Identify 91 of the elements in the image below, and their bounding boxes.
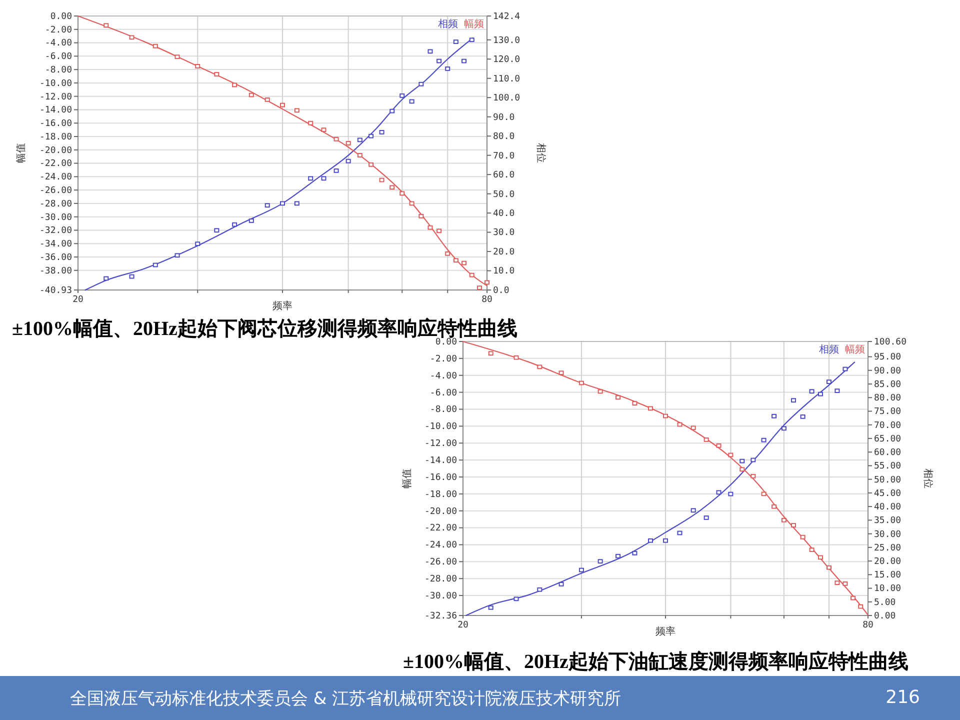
y-tick-label: -18.00 [424, 490, 457, 500]
y-tick-label: -30.00 [39, 212, 72, 223]
y2-tick-label: 70.0 [493, 151, 515, 162]
y2-tick-label: 80.00 [874, 394, 902, 404]
y-tick-label: -30.00 [424, 591, 457, 602]
y-axis-title: 幅值 [15, 143, 27, 163]
y-tick-label: -40.93 [39, 286, 72, 296]
y2-tick-label: 35.00 [874, 516, 902, 526]
y2-tick-label: 90.00 [874, 366, 902, 376]
y2-tick-label: 100.60 [874, 337, 907, 348]
y-tick-label: -16.00 [39, 119, 72, 130]
y-tick-label: -24.00 [39, 172, 72, 183]
y2-tick-label: 5.00 [874, 598, 896, 608]
y-tick-label: -2.00 [430, 354, 457, 364]
y2-axis-title: 相位 [922, 468, 934, 488]
y2-tick-label: 20.00 [874, 556, 902, 567]
y-tick-label: -10.00 [424, 422, 457, 432]
y2-axis-title: 相位 [535, 143, 547, 163]
y2-tick-label: 50.00 [874, 475, 902, 486]
y-tick-label: -14.00 [39, 106, 72, 116]
y-tick-label: -4.00 [44, 38, 72, 49]
y2-tick-label: 40.0 [493, 209, 515, 220]
x-tick-label: 80 [482, 295, 492, 305]
text: 全国液压气动标准化技术委员会 & 江苏省机械研究设计院液压技术研究所 [70, 689, 622, 709]
y2-tick-label: 10.0 [493, 266, 515, 277]
y2-tick-label: 60.0 [493, 170, 515, 181]
y-tick-label: -4.00 [430, 371, 457, 382]
y-tick-label: -32.00 [39, 226, 72, 236]
x-tick-label: 20 [458, 620, 468, 630]
x-tick-label: 20 [72, 295, 84, 305]
text: 幅频 [845, 344, 865, 356]
y-tick-label: -18.00 [39, 132, 72, 142]
y-tick-label: -8.00 [44, 66, 72, 76]
y-tick-label: -36.00 [39, 252, 72, 263]
y2-tick-label: 10.00 [874, 584, 902, 594]
y-tick-label: -28.00 [39, 199, 72, 210]
y-tick-label: -16.00 [424, 472, 457, 483]
y2-tick-label: 100.0 [493, 94, 520, 104]
y2-tick-label: 15.00 [874, 570, 902, 581]
y-tick-label: 0.00 [50, 12, 72, 22]
y2-tick-label: 65.00 [874, 434, 902, 444]
y-tick-label: -38.00 [39, 266, 72, 276]
y2-tick-label: 95.00 [874, 352, 902, 363]
text: 幅频 [464, 18, 484, 30]
y2-tick-label: 75.00 [874, 407, 902, 418]
y-tick-label: -34.00 [39, 240, 72, 250]
y2-tick-label: 80.0 [493, 132, 515, 142]
y2-tick-label: 25.00 [874, 543, 902, 554]
y2-tick-label: 20.0 [493, 247, 515, 258]
y-tick-label: -26.00 [424, 558, 457, 568]
y2-tick-label: 30.0 [493, 228, 515, 238]
y-tick-label: -26.00 [39, 186, 72, 196]
y-tick-label: 0.00 [435, 337, 457, 348]
y-tick-label: -2.00 [44, 25, 72, 36]
x-axis-title: 频率 [272, 300, 292, 312]
y-tick-label: -20.00 [424, 506, 457, 517]
y2-tick-label: 142.4 [493, 12, 520, 22]
series-label: 相频 [819, 344, 839, 356]
y2-tick-label: 50.0 [493, 190, 515, 200]
y-tick-label: -6.00 [430, 388, 457, 398]
y-axis-title: 幅值 [401, 468, 413, 488]
y2-tick-label: 85.00 [874, 380, 902, 390]
y-tick-label: -22.00 [424, 524, 457, 534]
y2-tick-label: 30.00 [874, 530, 902, 540]
y2-tick-label: 130.0 [493, 36, 520, 46]
y-tick-label: -32.36 [424, 611, 457, 622]
y2-tick-label: 60.00 [874, 448, 902, 458]
y-tick-label: -12.00 [424, 439, 457, 450]
y-tick-label: -12.00 [39, 92, 72, 102]
y-tick-label: -24.00 [424, 540, 457, 551]
y2-tick-label: 90.0 [493, 112, 515, 123]
y2-tick-label: 40.00 [874, 502, 902, 513]
y-tick-label: -14.00 [424, 456, 457, 466]
y2-tick-label: 120.0 [493, 55, 520, 66]
y2-tick-label: 45.00 [874, 488, 902, 499]
y-tick-label: -6.00 [44, 52, 72, 62]
y-tick-label: -8.00 [430, 405, 457, 416]
y2-tick-label: 55.00 [874, 462, 902, 472]
y-tick-label: -10.00 [39, 78, 72, 89]
y-tick-label: -22.00 [39, 159, 72, 170]
text: ±100%幅值、20Hz起始下油缸速度测得频率响应特性曲线 [403, 650, 908, 673]
series-label: 相频 [438, 18, 458, 30]
y2-tick-label: 70.00 [874, 420, 902, 431]
y2-tick-label: 110.0 [493, 74, 520, 84]
text: 216 [886, 687, 920, 708]
y2-tick-label: 0.00 [874, 611, 896, 622]
y-tick-label: -28.00 [424, 574, 457, 585]
x-tick-label: 80 [862, 620, 874, 630]
x-axis-title: 频率 [656, 626, 676, 638]
y-tick-label: -20.00 [39, 146, 72, 156]
y2-tick-label: 0.0 [493, 286, 510, 296]
